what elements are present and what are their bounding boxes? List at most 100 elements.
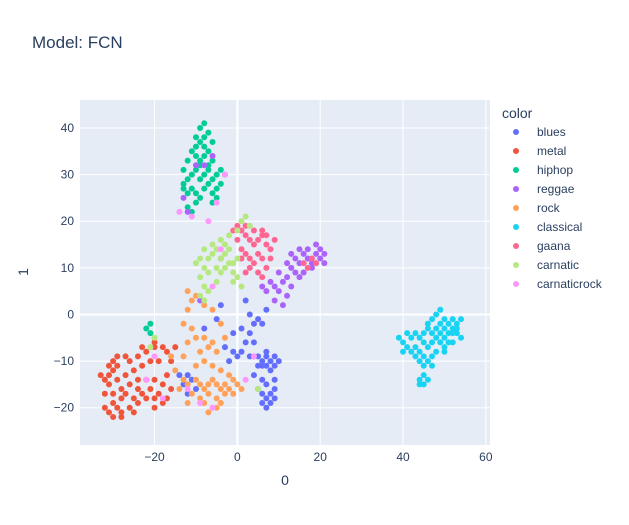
data-point-carnaticrock[interactable] bbox=[197, 400, 204, 407]
data-point-carnatic[interactable] bbox=[238, 218, 245, 225]
data-point-blues[interactable] bbox=[259, 400, 266, 407]
data-point-classical[interactable] bbox=[433, 311, 440, 318]
data-point-carnatic[interactable] bbox=[226, 232, 233, 239]
data-point-classical[interactable] bbox=[416, 348, 423, 355]
data-point-carnatic[interactable] bbox=[234, 227, 241, 234]
data-point-metal[interactable] bbox=[105, 381, 112, 388]
data-point-gaana[interactable] bbox=[263, 232, 270, 239]
data-point-gaana[interactable] bbox=[234, 236, 241, 243]
data-point-gaana[interactable] bbox=[313, 260, 320, 267]
data-point-rock[interactable] bbox=[201, 386, 208, 393]
data-point-classical[interactable] bbox=[441, 334, 448, 341]
data-point-blues[interactable] bbox=[271, 362, 278, 369]
data-point-blues[interactable] bbox=[259, 320, 266, 327]
data-point-carnaticrock[interactable] bbox=[250, 353, 257, 360]
data-point-classical[interactable] bbox=[441, 325, 448, 332]
data-point-rock[interactable] bbox=[197, 395, 204, 402]
data-point-blues[interactable] bbox=[259, 362, 266, 369]
data-point-rock[interactable] bbox=[192, 292, 199, 299]
data-point-blues[interactable] bbox=[226, 358, 233, 365]
data-point-carnatic[interactable] bbox=[217, 236, 224, 243]
data-point-rock[interactable] bbox=[213, 404, 220, 411]
data-point-gaana[interactable] bbox=[250, 260, 257, 267]
data-point-classical[interactable] bbox=[408, 348, 415, 355]
data-point-hiphop[interactable] bbox=[201, 120, 208, 127]
data-point-classical[interactable] bbox=[441, 348, 448, 355]
data-point-classical[interactable] bbox=[400, 348, 407, 355]
data-point-blues[interactable] bbox=[259, 376, 266, 383]
data-point-carnaticrock[interactable] bbox=[221, 171, 228, 178]
data-point-metal[interactable] bbox=[105, 372, 112, 379]
data-point-metal[interactable] bbox=[134, 386, 141, 393]
data-point-reggae[interactable] bbox=[288, 283, 295, 290]
data-point-rock[interactable] bbox=[168, 353, 175, 360]
data-point-classical[interactable] bbox=[449, 339, 456, 346]
data-point-gaana[interactable] bbox=[300, 260, 307, 267]
data-point-carnatic[interactable] bbox=[151, 334, 158, 341]
data-point-rock[interactable] bbox=[221, 334, 228, 341]
data-point-blues[interactable] bbox=[230, 348, 237, 355]
data-point-blues[interactable] bbox=[263, 404, 270, 411]
data-point-metal[interactable] bbox=[155, 390, 162, 397]
data-point-carnaticrock[interactable] bbox=[188, 213, 195, 220]
data-point-gaana[interactable] bbox=[230, 227, 237, 234]
data-point-classical[interactable] bbox=[445, 339, 452, 346]
data-point-classical[interactable] bbox=[424, 320, 431, 327]
data-point-blues[interactable] bbox=[246, 330, 253, 337]
data-point-blues[interactable] bbox=[238, 348, 245, 355]
data-point-blues[interactable] bbox=[259, 358, 266, 365]
data-point-rock[interactable] bbox=[238, 386, 245, 393]
data-point-reggae[interactable] bbox=[313, 250, 320, 257]
data-point-classical[interactable] bbox=[404, 330, 411, 337]
data-point-rock[interactable] bbox=[209, 362, 216, 369]
data-point-metal[interactable] bbox=[114, 376, 121, 383]
data-point-rock[interactable] bbox=[172, 367, 179, 374]
data-point-hiphop[interactable] bbox=[184, 157, 191, 164]
data-point-classical[interactable] bbox=[420, 362, 427, 369]
data-point-rock[interactable] bbox=[226, 372, 233, 379]
data-point-classical[interactable] bbox=[445, 320, 452, 327]
data-point-carnaticrock[interactable] bbox=[159, 395, 166, 402]
data-point-hiphop[interactable] bbox=[188, 148, 195, 155]
data-point-hiphop[interactable] bbox=[213, 185, 220, 192]
data-point-reggae[interactable] bbox=[275, 269, 282, 276]
data-point-carnatic[interactable] bbox=[197, 255, 204, 262]
data-point-metal[interactable] bbox=[122, 372, 129, 379]
data-point-hiphop[interactable] bbox=[180, 185, 187, 192]
data-point-metal[interactable] bbox=[122, 353, 129, 360]
data-point-hiphop[interactable] bbox=[184, 190, 191, 197]
data-point-hiphop[interactable] bbox=[205, 180, 212, 187]
data-point-blues[interactable] bbox=[242, 339, 249, 346]
data-point-classical[interactable] bbox=[449, 316, 456, 323]
data-point-carnatic[interactable] bbox=[230, 278, 237, 285]
data-point-carnatic[interactable] bbox=[209, 250, 216, 257]
data-point-rock[interactable] bbox=[205, 344, 212, 351]
data-point-classical[interactable] bbox=[424, 376, 431, 383]
data-point-rock[interactable] bbox=[184, 288, 191, 295]
data-point-hiphop[interactable] bbox=[209, 199, 216, 206]
data-point-gaana[interactable] bbox=[255, 269, 262, 276]
data-point-carnatic[interactable] bbox=[213, 278, 220, 285]
data-point-carnatic[interactable] bbox=[201, 246, 208, 253]
data-point-hiphop[interactable] bbox=[209, 138, 216, 145]
data-point-metal[interactable] bbox=[151, 344, 158, 351]
data-point-classical[interactable] bbox=[437, 306, 444, 313]
data-point-classical[interactable] bbox=[453, 320, 460, 327]
data-point-blues[interactable] bbox=[234, 353, 241, 360]
data-point-carnatic[interactable] bbox=[242, 213, 249, 220]
data-point-hiphop[interactable] bbox=[197, 124, 204, 131]
data-point-metal[interactable] bbox=[155, 358, 162, 365]
data-point-rock[interactable] bbox=[217, 367, 224, 374]
data-point-classical[interactable] bbox=[433, 348, 440, 355]
data-point-reggae[interactable] bbox=[279, 302, 286, 309]
data-point-gaana[interactable] bbox=[267, 246, 274, 253]
data-point-metal[interactable] bbox=[101, 404, 108, 411]
data-point-reggae[interactable] bbox=[317, 246, 324, 253]
data-point-metal[interactable] bbox=[114, 353, 121, 360]
data-point-blues[interactable] bbox=[263, 306, 270, 313]
legend-item-rock[interactable]: rock bbox=[513, 201, 561, 215]
data-point-reggae[interactable] bbox=[284, 260, 291, 267]
data-point-rock[interactable] bbox=[209, 306, 216, 313]
data-point-classical[interactable] bbox=[412, 344, 419, 351]
data-point-metal[interactable] bbox=[151, 395, 158, 402]
